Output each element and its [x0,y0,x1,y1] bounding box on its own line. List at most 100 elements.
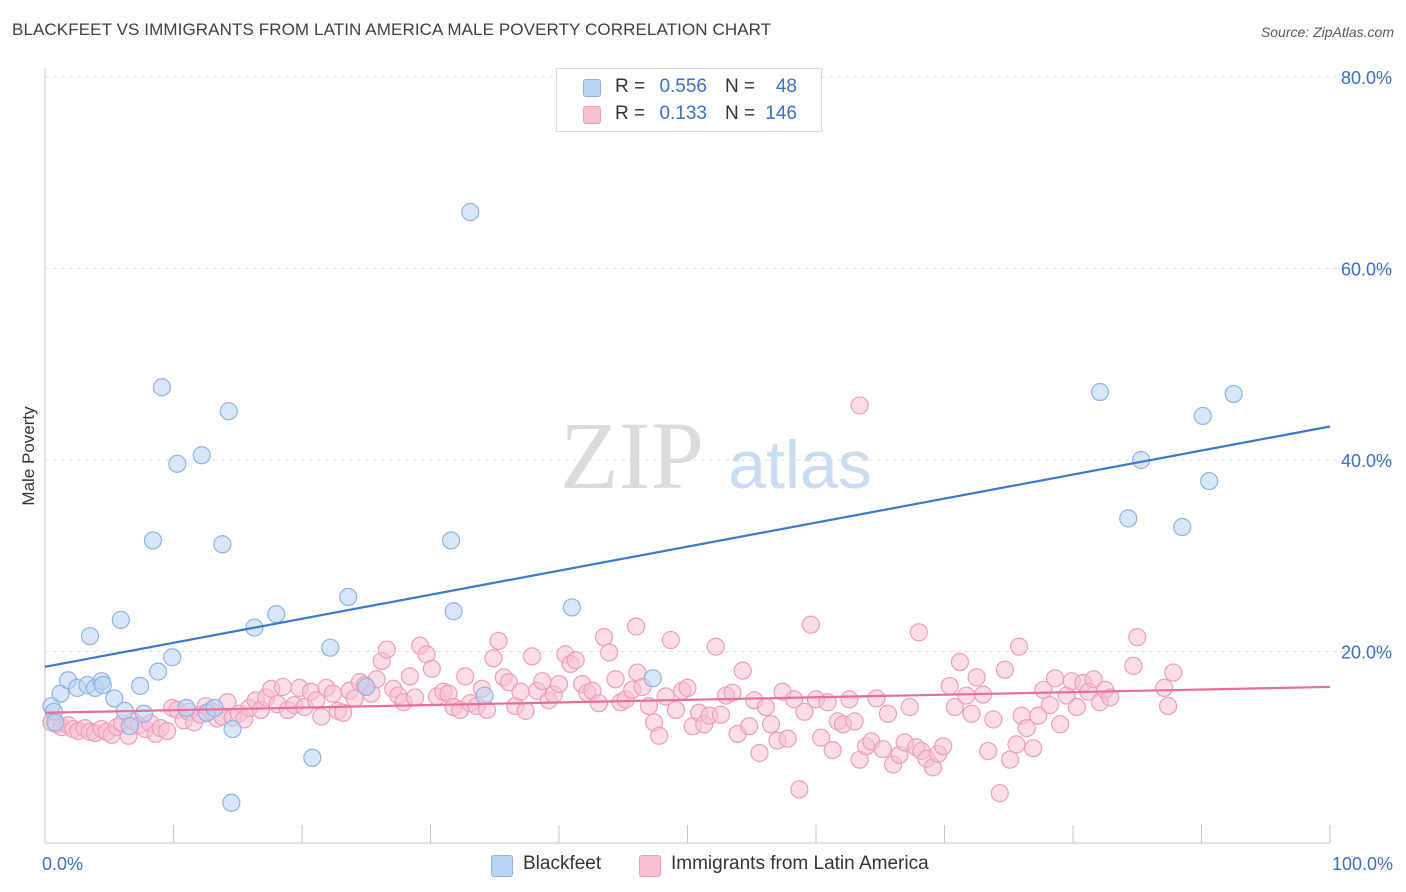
trend-line-blackfeet [44,425,1331,668]
data-point-immigrants [706,637,725,656]
stats-legend-row-immigrants: R = 0.133 N = 146 [557,100,821,128]
data-point-blackfeet [80,627,100,646]
data-point-immigrants [1040,696,1059,715]
data-point-immigrants [950,652,970,672]
data-point-immigrants [157,721,177,741]
data-point-blackfeet [562,598,581,617]
data-point-blackfeet [192,446,211,465]
data-point-immigrants [967,668,986,687]
y-tick-label: 80.0% [1341,68,1392,88]
data-point-immigrants [812,728,831,747]
x-tick-label: 0.0% [42,854,83,874]
data-point-immigrants [522,647,542,666]
data-point-immigrants [626,617,646,636]
data-point-immigrants [1007,735,1026,754]
data-point-immigrants [733,661,752,680]
data-point-immigrants [533,672,552,691]
data-point-blackfeet [168,454,187,473]
data-point-immigrants [1158,696,1178,716]
data-point-immigrants [840,690,859,709]
data-point-immigrants [334,703,353,722]
data-point-immigrants [600,643,619,662]
data-point-blackfeet [303,748,322,767]
data-point-immigrants [323,684,342,703]
watermark: ZIP atlas [560,402,872,509]
data-point-immigrants [511,682,530,701]
data-point-immigrants [934,737,953,756]
data-point-immigrants [639,696,659,716]
watermark-zip: ZIP [560,402,704,509]
data-point-blackfeet [643,669,662,688]
source-label: Source: ZipAtlas.com [1260,24,1394,40]
y-axis-label: Male Poverty [19,406,38,506]
data-point-immigrants [850,396,869,415]
series-legend: Blackfeet Immigrants from Latin America [0,852,1406,878]
data-point-blackfeet [223,719,242,739]
data-point-immigrants [750,743,769,763]
data-point-immigrants [1029,706,1048,725]
data-point-blackfeet [177,698,196,718]
data-point-blackfeet [213,535,232,554]
data-point-immigrants [909,623,928,642]
data-point-immigrants [785,690,804,709]
stats-legend-row-blackfeet: R = 0.556 N = 48 [557,73,821,101]
axes [44,68,1331,844]
data-point-immigrants [312,707,331,726]
data-point-immigrants [711,705,731,724]
y-tick-label: 60.0% [1341,260,1392,280]
data-point-immigrants [1017,718,1036,738]
data-point-immigrants [1009,637,1029,656]
legend-swatch-pink [583,106,601,124]
data-point-blackfeet [357,677,376,697]
data-point-blackfeet [219,402,238,421]
data-point-blackfeet [152,378,172,397]
r-value: 0.133 [659,103,707,124]
data-point-immigrants [273,677,292,697]
data-point-blackfeet [1224,384,1243,404]
data-point-blackfeet [222,793,241,812]
data-point-blackfeet [1119,509,1138,528]
data-point-blackfeet [339,587,358,607]
data-point-immigrants [516,701,535,720]
data-point-immigrants [995,660,1014,679]
data-point-immigrants [756,697,775,717]
data-point-blackfeet [130,676,150,696]
data-point-immigrants [984,710,1003,729]
legend-swatch-pink [639,855,661,877]
data-point-blackfeet [105,689,124,708]
data-point-blackfeet [205,698,224,718]
r-label: R = [615,103,646,124]
n-label: N = [725,103,756,124]
data-point-blackfeet [46,713,65,732]
data-point-immigrants [1101,688,1120,707]
data-point-immigrants [801,615,820,634]
data-point-immigrants [962,704,981,723]
data-point-blackfeet [143,531,163,550]
data-point-immigrants [489,631,508,651]
data-point-immigrants [566,651,585,670]
data-point-immigrants [1051,715,1070,734]
watermark-atlas: atlas [728,427,872,503]
legend-swatch-blue [583,79,601,97]
data-point-immigrants [405,688,425,707]
data-point-immigrants [1024,739,1043,758]
data-point-immigrants [400,667,420,686]
data-point-immigrants [1128,628,1147,647]
data-point-blackfeet [134,704,154,723]
data-point-blackfeet [163,648,182,667]
data-point-immigrants [666,700,686,720]
data-point-immigrants [456,667,475,686]
y-tick-label: 20.0% [1341,643,1392,663]
data-point-immigrants [979,741,998,761]
data-point-immigrants [845,712,864,731]
data-point-immigrants [723,683,742,702]
data-point-blackfeet [148,662,168,681]
data-point-immigrants [1000,750,1020,769]
r-value: 0.556 [659,76,707,97]
data-point-immigrants [867,689,886,708]
chart-title: BLACKFEET VS IMMIGRANTS FROM LATIN AMERI… [12,20,772,39]
data-point-blackfeet [267,605,286,624]
data-point-immigrants [900,697,919,717]
data-point-immigrants [307,691,326,710]
